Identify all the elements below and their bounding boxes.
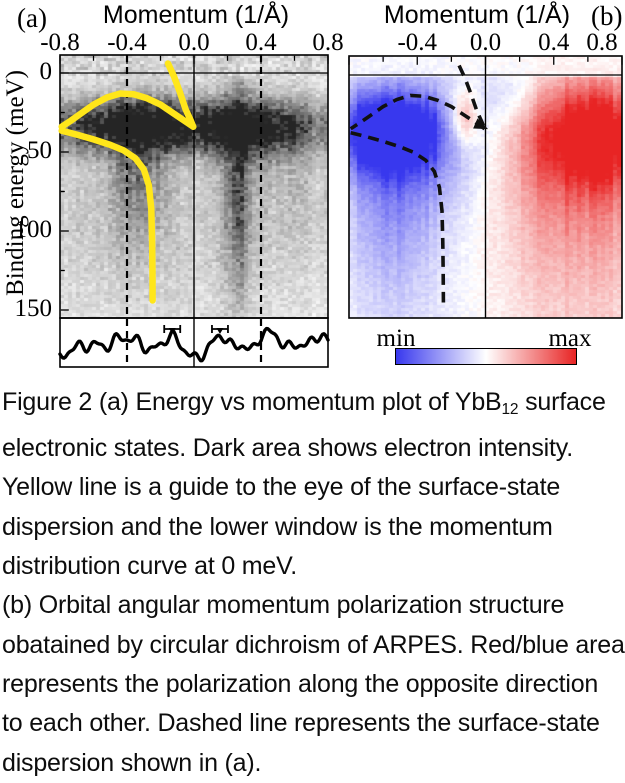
ytick-label: 50: [27, 137, 52, 164]
panel-b-label: (b): [591, 1, 623, 31]
caption-line: dispersion and the lower window is the m…: [2, 512, 553, 541]
ytick-label: 100: [14, 216, 53, 243]
caption-line: Yellow line is a guide to the eye of the…: [2, 473, 561, 502]
mdc-curve: [58, 326, 330, 363]
panel-b-momentum-axis-title: Momentum (1/Å): [383, 1, 571, 29]
caption-text: surface: [518, 388, 606, 416]
xtick-label: 0.4: [245, 29, 277, 56]
mdc-peak-markers: [163, 325, 229, 334]
xtick-label: 0.8: [586, 29, 618, 56]
caption-line: dispersion shown in (a).: [2, 748, 262, 777]
colorbar-min-label: min: [376, 325, 416, 352]
caption-line: distribution curve at 0 meV.: [2, 552, 298, 581]
colorbar: [395, 348, 577, 365]
caption-line: to each other. Dashed line represents th…: [2, 709, 600, 738]
caption-line: (b) Orbital angular momentum polarizatio…: [2, 591, 565, 620]
caption-line: obatained by circular dichroism of ARPES…: [2, 630, 625, 659]
xtick-label: 0.0: [178, 29, 210, 56]
ytick-label: 150: [14, 295, 53, 322]
xtick-label: -0.8: [40, 29, 80, 56]
xtick-label: 0.0: [469, 29, 502, 56]
xtick-label: 0.4: [538, 29, 570, 56]
ytick-label: 0: [39, 58, 53, 85]
caption-line: electronic states. Dark area shows elect…: [2, 434, 573, 463]
binding-energy-axis-title: Binding energy (meV): [2, 70, 29, 296]
colorbar-max-label: max: [548, 325, 592, 352]
caption-line: represents the polarization along the op…: [2, 669, 599, 698]
panel-b-heatmap: [349, 56, 622, 318]
panel-a-label: (a): [17, 3, 47, 33]
panel-a-heatmap: [60, 55, 328, 318]
caption-subscript: 12: [501, 400, 519, 418]
panel-a-momentum-axis-title: Momentum (1/Å): [102, 1, 290, 29]
figure-caption: Figure 2 (a) Energy vs momentum plot of …: [2, 383, 625, 783]
caption-text: Figure 2 (a) Energy vs momentum plot of …: [2, 388, 502, 416]
xtick-label: -0.4: [107, 29, 147, 56]
xtick-label: -0.4: [397, 29, 438, 56]
figure: (a) Momentum (1/Å) Momentum (1/Å) (b) Bi…: [0, 0, 625, 384]
caption-line: Figure 2 (a) Energy vs momentum plot of …: [2, 383, 624, 429]
xtick-label: 0.8: [312, 29, 344, 56]
